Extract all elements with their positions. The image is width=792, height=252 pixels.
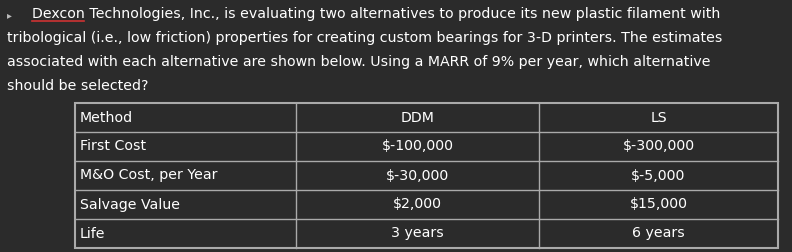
Text: Life: Life	[80, 227, 105, 240]
Text: should be selected?: should be selected?	[7, 79, 149, 93]
Text: $-100,000: $-100,000	[382, 140, 454, 153]
Text: ▸: ▸	[7, 10, 12, 20]
Text: associated with each alternative are shown below. Using a MARR of 9% per year, w: associated with each alternative are sho…	[7, 55, 710, 69]
Text: LS: LS	[650, 110, 667, 124]
Text: Dexcon Technologies, Inc., is evaluating two alternatives to produce its new pla: Dexcon Technologies, Inc., is evaluating…	[32, 7, 721, 21]
Bar	[75, 103, 778, 248]
Text: 6 years: 6 years	[632, 227, 685, 240]
Text: $-5,000: $-5,000	[631, 169, 686, 182]
Text: 3 years: 3 years	[391, 227, 444, 240]
Text: M&O Cost, per Year: M&O Cost, per Year	[80, 169, 218, 182]
Text: Salvage Value: Salvage Value	[80, 198, 180, 211]
Text: $2,000: $2,000	[393, 198, 442, 211]
Text: tribological (i.e., low friction) properties for creating custom bearings for 3-: tribological (i.e., low friction) proper…	[7, 31, 722, 45]
Text: $15,000: $15,000	[630, 198, 687, 211]
Text: Method: Method	[80, 110, 133, 124]
Text: First Cost: First Cost	[80, 140, 147, 153]
Text: DDM: DDM	[401, 110, 435, 124]
Text: $-300,000: $-300,000	[623, 140, 695, 153]
Text: $-30,000: $-30,000	[386, 169, 449, 182]
